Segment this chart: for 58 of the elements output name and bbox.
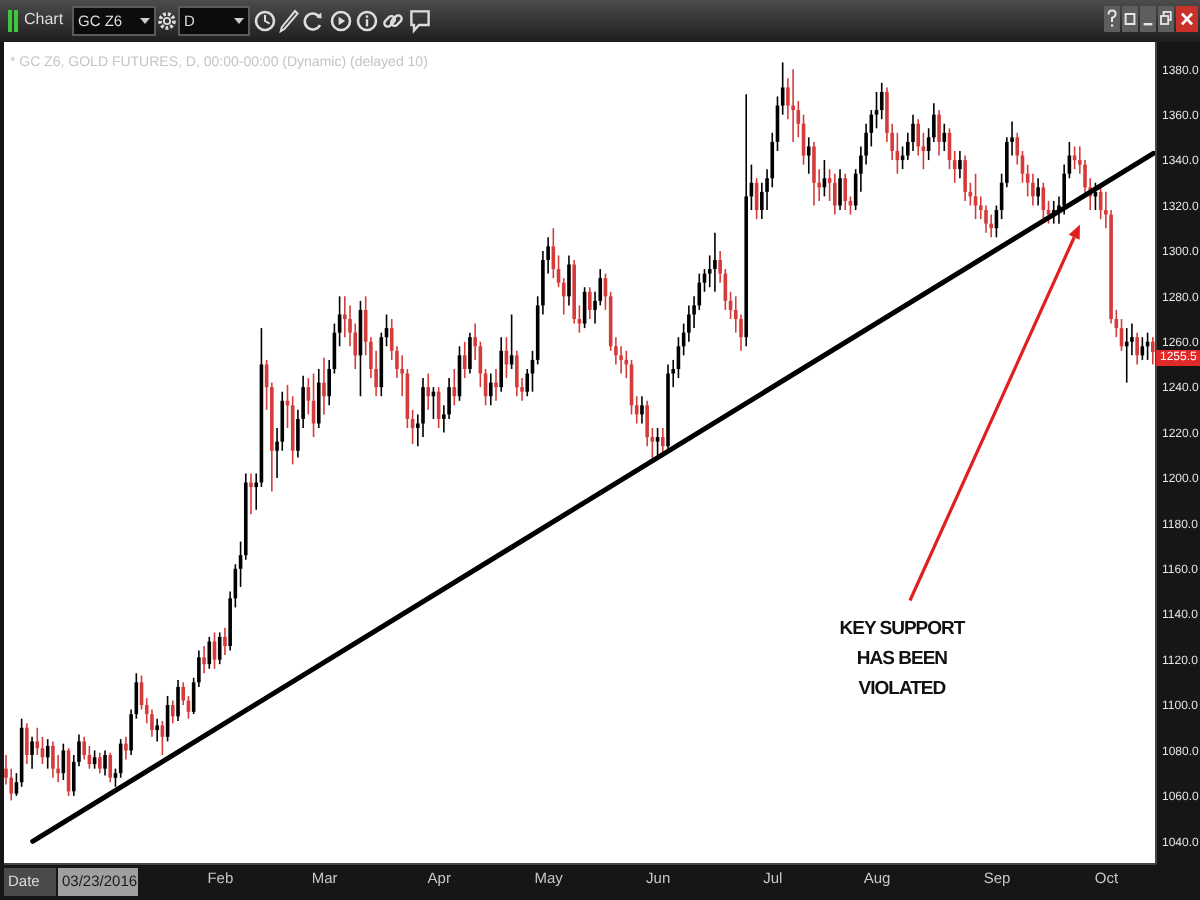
candlestick [343,295,347,338]
candlestick [207,636,212,670]
candlestick [249,472,253,516]
candlestick [223,627,227,656]
candlestick [98,751,102,774]
candlestick [45,738,50,770]
candlestick [155,717,159,743]
candlestick [176,679,180,722]
candlestick [421,377,425,438]
candlestick [30,736,34,770]
candlestick [103,749,107,777]
candlestick [640,395,644,425]
candlestick [1031,172,1035,207]
candlestick [655,427,660,457]
text: Chart [24,10,64,28]
candlestick [426,372,431,411]
candlestick [911,113,915,152]
candlestick [25,722,29,765]
candlestick [82,736,86,761]
candlestick [468,331,472,375]
candlestick [989,213,993,239]
candlestick [202,645,206,675]
candlestick [1124,327,1129,384]
candlestick [124,736,128,761]
candlestick [1036,177,1040,207]
candlestick [791,68,795,143]
candlestick [838,168,842,211]
candlestick [316,368,321,429]
candlestick [171,699,175,725]
candlestick [806,136,811,175]
candlestick [661,427,665,457]
candlestick [812,141,816,207]
candlestick [1150,336,1155,366]
candlestick [713,231,717,293]
candlestick [108,751,113,784]
candlestick [494,368,498,402]
candlestick [322,356,326,416]
candlestick [984,204,988,234]
candlestick [217,631,222,665]
candlestick [499,336,503,393]
candlestick [462,340,467,379]
candlestick [843,172,848,211]
candlestick [833,172,837,216]
candlestick [51,740,55,779]
annotation: KEY SUPPORT HAS BEEN VIOLATED [837,616,968,705]
candlestick [879,82,884,120]
candlestick [35,726,40,756]
candlestick [588,286,592,320]
candlestick [567,254,571,307]
candlestick [452,368,457,407]
candlestick [1135,331,1139,366]
candlestick [488,372,493,407]
candlestick [515,350,519,398]
candlestick [937,109,941,157]
candlestick [619,345,623,375]
candlestick [963,154,967,202]
candlestick [958,150,962,180]
candlestick [942,122,947,152]
